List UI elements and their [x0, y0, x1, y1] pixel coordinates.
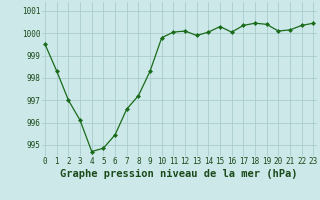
X-axis label: Graphe pression niveau de la mer (hPa): Graphe pression niveau de la mer (hPa): [60, 169, 298, 179]
